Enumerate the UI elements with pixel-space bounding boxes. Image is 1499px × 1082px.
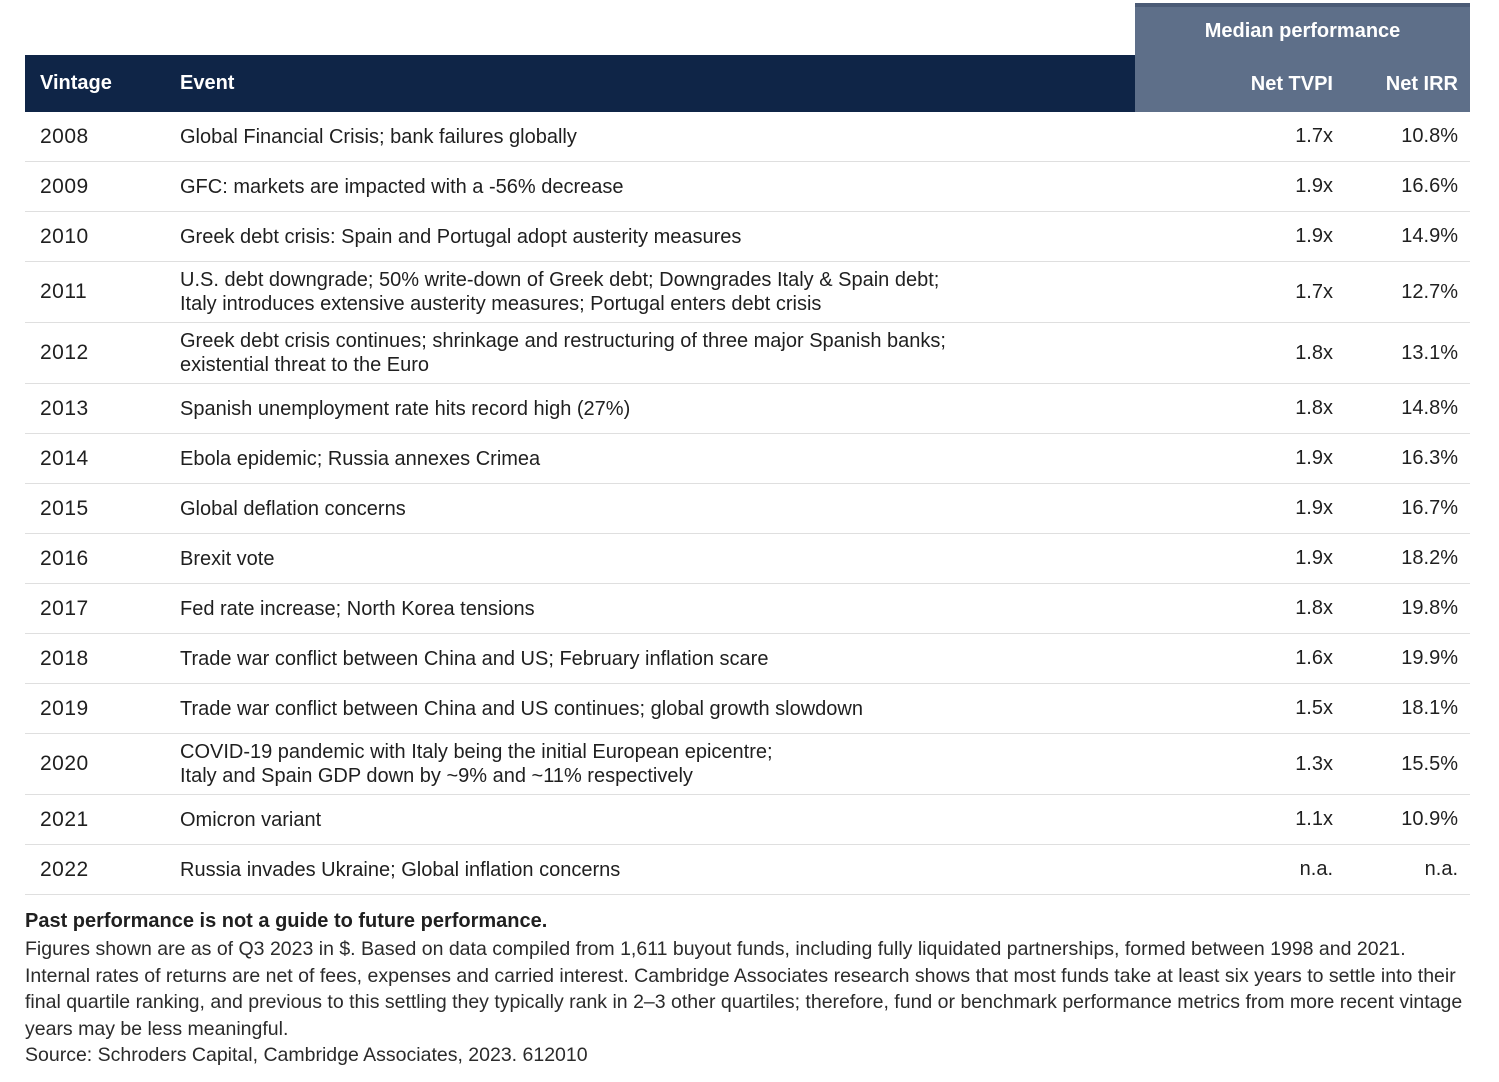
net-tvpi-cell: 1.5x [1295,697,1333,719]
column-header-vintage: Vintage [40,72,112,94]
net-tvpi-cell: 1.7x [1295,280,1333,303]
event-cell: Omicron variant [180,808,322,831]
event-cell: Greek debt crisis: Spain and Portugal ad… [180,225,742,248]
net-irr-cell: 16.6% [1401,175,1458,197]
table-row: 2019 Trade war conflict between China an… [25,684,1470,734]
vintage-year-cell: 2009 [40,174,89,198]
net-tvpi-cell: 1.9x [1295,175,1333,197]
net-irr-cell: 14.9% [1401,225,1458,247]
table-row: 2021 Omicron variant 1.1x 10.9% [25,795,1470,845]
net-irr-cell: 10.9% [1401,808,1458,830]
net-irr-cell: 18.2% [1401,547,1458,569]
net-tvpi-cell: 1.9x [1295,225,1333,247]
table-row: 2010 Greek debt crisis: Spain and Portug… [25,212,1470,262]
net-tvpi-cell: 1.8x [1295,397,1333,419]
column-header-event: Event [180,72,235,94]
net-irr-cell: 16.3% [1401,447,1458,469]
footnote-text: Figures shown are as of Q3 2023 in $. Ba… [25,938,1463,1040]
net-irr-cell: 12.7% [1401,280,1458,303]
table-row: 2012 Greek debt crisis continues; shrink… [25,323,1470,384]
net-tvpi-cell: 1.7x [1295,125,1333,147]
net-irr-cell: 19.8% [1401,597,1458,619]
table-header: Vintage Event Median performance Net TVP… [25,0,1470,112]
event-cell: U.S. debt downgrade; 50% write-down of G… [180,269,940,315]
vintage-year-cell: 2012 [40,341,89,364]
table-row: 2009 GFC: markets are impacted with a -5… [25,162,1470,212]
event-cell: Brexit vote [180,547,275,570]
net-tvpi-cell: 1.9x [1295,497,1333,519]
vintage-year-cell: 2016 [40,546,89,570]
event-cell: Global deflation concerns [180,497,406,520]
vintage-year-cell: 2021 [40,807,89,831]
table-row: 2014 Ebola epidemic; Russia annexes Crim… [25,434,1470,484]
vintage-year-cell: 2014 [40,446,89,470]
median-performance-title: Median performance [1204,20,1401,42]
event-cell: Greek debt crisis continues; shrinkage a… [180,330,946,376]
net-tvpi-cell: 1.1x [1295,808,1333,830]
performance-column-headers: Net TVPI Net IRR [1135,73,1470,96]
net-irr-cell: 18.1% [1401,697,1458,719]
net-irr-cell: 16.7% [1401,497,1458,519]
event-cell: Ebola epidemic; Russia annexes Crimea [180,447,541,470]
table-row: 2011 U.S. debt downgrade; 50% write-down… [25,262,1470,323]
vintage-year-cell: 2020 [40,752,89,775]
net-irr-cell: 19.9% [1401,647,1458,669]
net-tvpi-cell: 1.9x [1295,547,1333,569]
event-cell: Fed rate increase; North Korea tensions [180,597,535,620]
footnote-block: Past performance is not a guide to futur… [25,908,1475,1069]
net-irr-cell: 10.8% [1401,125,1458,147]
net-tvpi-cell: 1.6x [1295,647,1333,669]
table-row: 2020 COVID-19 pandemic with Italy being … [25,734,1470,795]
table-body: 2008 Global Financial Crisis; bank failu… [25,112,1470,895]
net-irr-cell: 14.8% [1401,397,1458,419]
table-row: 2015 Global deflation concerns 1.9x 16.7… [25,484,1470,534]
column-header-net-irr: Net IRR [1385,73,1458,95]
table-row: 2013 Spanish unemployment rate hits reco… [25,384,1470,434]
table-row: 2017 Fed rate increase; North Korea tens… [25,584,1470,634]
vintage-year-cell: 2018 [40,646,89,670]
net-tvpi-cell: 1.3x [1295,752,1333,775]
vintage-year-cell: 2011 [40,280,88,303]
table-row: 2008 Global Financial Crisis; bank failu… [25,112,1470,162]
vintage-year-cell: 2017 [40,596,89,620]
table-row: 2016 Brexit vote 1.9x 18.2% [25,534,1470,584]
event-cell: COVID-19 pandemic with Italy being the i… [180,741,773,787]
net-irr-cell: 13.1% [1401,341,1458,364]
table-row: 2018 Trade war conflict between China an… [25,634,1470,684]
net-irr-cell: 15.5% [1401,752,1458,775]
event-cell: Spanish unemployment rate hits record hi… [180,397,631,420]
vintage-year-cell: 2022 [40,857,89,881]
column-header-net-tvpi: Net TVPI [1250,73,1333,95]
net-tvpi-cell: 1.8x [1295,341,1333,364]
event-cell: Trade war conflict between China and US;… [180,647,769,670]
table-header-row: Vintage Event [25,55,1135,112]
event-cell: Global Financial Crisis; bank failures g… [180,125,577,148]
median-performance-band: Median performance Net TVPI Net IRR [1135,3,1470,112]
past-performance-disclaimer: Past performance is not a guide to futur… [25,910,548,932]
net-tvpi-cell: 1.8x [1295,597,1333,619]
vintage-year-cell: 2010 [40,224,89,248]
vintage-year-cell: 2013 [40,396,89,420]
vintage-year-cell: 2008 [40,124,89,148]
vintage-year-cell: 2015 [40,496,89,520]
table-row: 2022 Russia invades Ukraine; Global infl… [25,845,1470,895]
net-tvpi-cell: n.a. [1299,858,1333,880]
event-cell: Trade war conflict between China and US … [180,697,863,720]
source-line: Source: Schroders Capital, Cambridge Ass… [25,1044,588,1066]
event-cell: Russia invades Ukraine; Global inflation… [180,858,621,881]
vintage-year-cell: 2019 [40,696,89,720]
vintage-performance-table: Vintage Event Median performance Net TVP… [25,0,1470,895]
net-tvpi-cell: 1.9x [1295,447,1333,469]
net-irr-cell: n.a. [1424,858,1458,880]
event-cell: GFC: markets are impacted with a -56% de… [180,175,624,198]
